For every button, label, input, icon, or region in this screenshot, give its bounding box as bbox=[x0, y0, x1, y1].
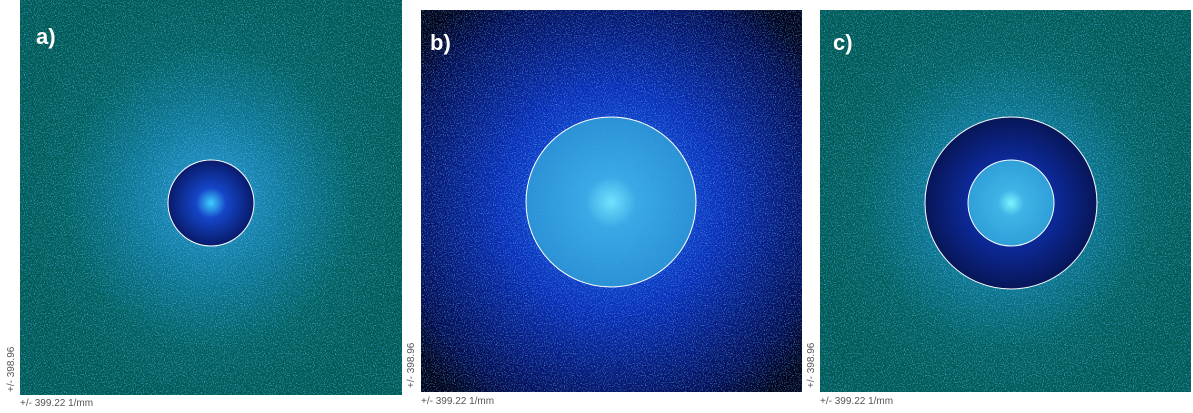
panel-label: c) bbox=[833, 30, 853, 55]
panel-b: b) +/- 398.96 +/- 399.22 1/mm bbox=[406, 10, 802, 407]
mask-circle bbox=[526, 117, 696, 287]
figure: a) +/- 398.96 +/- 399.22 1/mm b) +/- 398… bbox=[0, 0, 1193, 408]
x-axis-label: +/- 399.22 1/mm bbox=[421, 396, 494, 407]
panel-a: a) +/- 398.96 +/- 399.22 1/mm bbox=[6, 0, 402, 408]
inner-circle bbox=[968, 160, 1054, 246]
y-axis-label: +/- 398.96 bbox=[406, 342, 417, 388]
y-axis-label: +/- 398.96 bbox=[806, 342, 817, 388]
x-axis-label: +/- 399.22 1/mm bbox=[20, 398, 93, 408]
panel-label: b) bbox=[430, 30, 451, 55]
panel-label: a) bbox=[36, 24, 56, 49]
x-axis-label: +/- 399.22 1/mm bbox=[820, 396, 893, 407]
mask-circle bbox=[168, 160, 254, 246]
y-axis-label: +/- 398.96 bbox=[6, 346, 17, 392]
panel-c: c) +/- 398.96 +/- 399.22 1/mm bbox=[806, 10, 1191, 407]
